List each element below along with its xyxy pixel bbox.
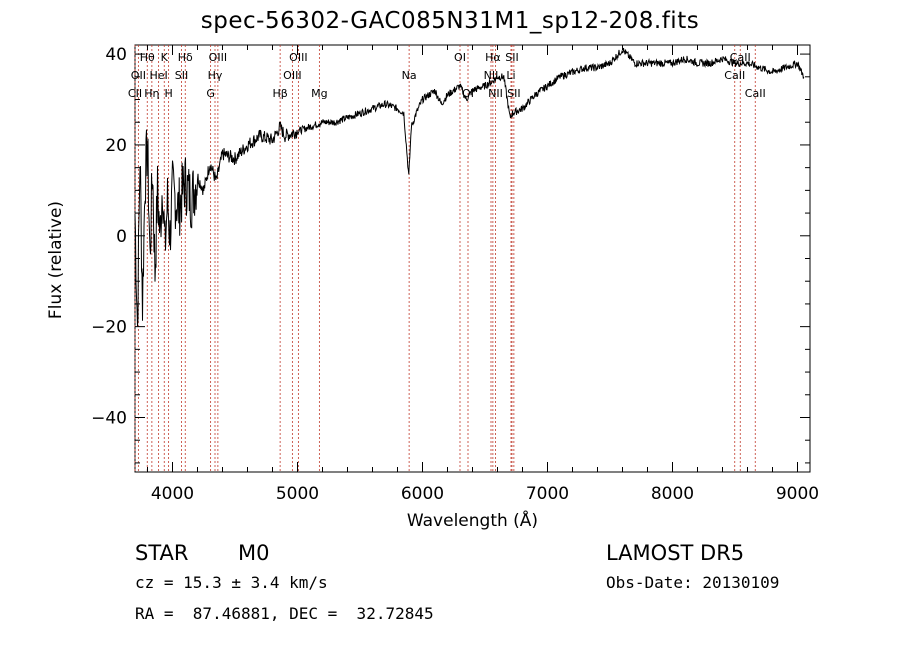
line-label: Hα [485, 51, 501, 64]
spectrum-line [134, 47, 805, 327]
line-label: CII [128, 87, 142, 100]
plot-frame [134, 44, 811, 473]
line-label: CaII [745, 87, 766, 100]
x-axis: 4000 5000 6000 7000 8000 9000 [147, 45, 819, 504]
x-tick-label: 9000 [776, 484, 819, 504]
x-axis-label: Wavelength (Å) [406, 511, 539, 531]
line-label: Hθ [140, 51, 155, 64]
y-tick-label: 40 [105, 45, 127, 65]
line-label: NII [488, 87, 503, 100]
redshift-value: cz = 15.3 ± 3.4 km/s [135, 573, 328, 592]
line-label: Na [402, 69, 417, 82]
y-tick-label: 20 [105, 136, 127, 156]
line-label: SII [507, 87, 520, 100]
y-axis-label: Flux (relative) [46, 200, 66, 320]
line-label: G [206, 87, 215, 100]
x-tick-label: 8000 [651, 484, 694, 504]
line-label: OI [462, 87, 474, 100]
y-tick-label: 0 [116, 227, 127, 247]
y-tick-label: −40 [91, 408, 127, 428]
line-label: CaII [724, 69, 745, 82]
survey-name: LAMOST DR5 [606, 541, 745, 565]
obs-date: Obs-Date: 20130109 [606, 573, 780, 592]
line-markers [134, 45, 756, 472]
line-label: OI [454, 51, 466, 64]
line-label: Hη [144, 87, 159, 100]
y-tick-label: −20 [91, 318, 127, 338]
line-label: OIII [283, 69, 301, 82]
chart-title: spec-56302-GAC085N31M1_sp12-208.fits [200, 8, 700, 34]
line-label: SII [505, 51, 518, 64]
line-label: NII [484, 69, 499, 82]
subclass: M0 [238, 541, 270, 565]
x-tick-label: 4000 [151, 484, 194, 504]
y-axis: −40 −20 0 20 40 [91, 45, 810, 464]
line-label: Hγ [208, 69, 223, 82]
line-label: OIII [289, 51, 307, 64]
ra-dec: RA = 87.46881, DEC = 32.72845 [135, 604, 434, 623]
x-tick-label: 7000 [526, 484, 569, 504]
line-label: OII [131, 69, 146, 82]
line-label: H [164, 87, 172, 100]
line-label: Li [506, 69, 515, 82]
x-tick-label: 6000 [401, 484, 444, 504]
line-label: K [161, 51, 169, 64]
line-label: SII [175, 69, 188, 82]
class-type: STAR [135, 541, 189, 565]
line-label: OIII [209, 51, 227, 64]
line-label: HeI [149, 69, 167, 82]
line-label: Hβ [272, 87, 287, 100]
line-label: Hδ [178, 51, 193, 64]
x-tick-label: 5000 [276, 484, 319, 504]
line-label: Mg [311, 87, 327, 100]
